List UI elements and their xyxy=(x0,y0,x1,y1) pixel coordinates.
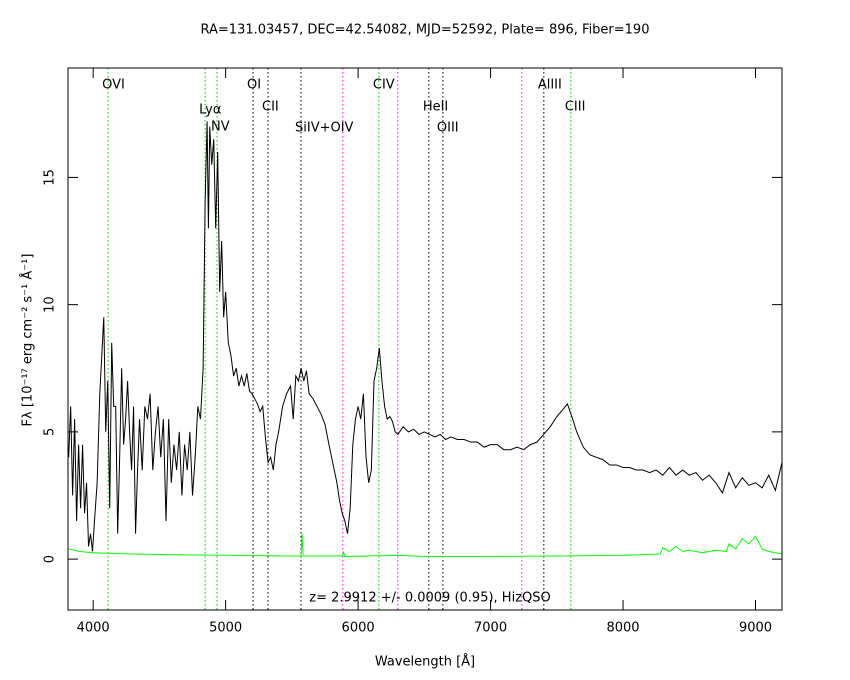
annotation: z= 2.9912 +/- 0.0009 (0.95), HizQSO xyxy=(309,591,550,606)
spectrum-line xyxy=(68,121,782,552)
y-tick-label: 5 xyxy=(43,428,58,436)
line-label: Lyα xyxy=(199,103,221,118)
x-tick-label: 6000 xyxy=(342,621,375,636)
x-tick-label: 9000 xyxy=(739,621,772,636)
line-label: NV xyxy=(211,120,230,135)
spectrum-line xyxy=(68,533,782,558)
line-label: CII xyxy=(262,100,279,115)
line-label: HeII xyxy=(423,100,448,115)
x-tick-label: 8000 xyxy=(606,621,639,636)
x-tick-label: 5000 xyxy=(209,621,242,636)
chart-title: RA=131.03457, DEC=42.54082, MJD=52592, P… xyxy=(201,23,650,38)
line-label: OIII xyxy=(437,121,459,136)
plot-area xyxy=(68,68,782,610)
y-axis-label: Fλ [10⁻¹⁷ erg cm⁻² s⁻¹ Å⁻¹] xyxy=(20,254,36,427)
line-label: AlIII xyxy=(538,78,562,93)
line-label: CIV xyxy=(373,78,395,93)
x-tick-label: 4000 xyxy=(77,621,110,636)
y-tick-label: 0 xyxy=(43,555,58,563)
line-label: OI xyxy=(247,78,261,93)
y-tick-label: 15 xyxy=(43,169,58,186)
x-axis-label: Wavelength [Å] xyxy=(375,654,475,670)
line-label: CIII xyxy=(565,100,586,115)
x-tick-label: 7000 xyxy=(474,621,507,636)
y-tick-label: 10 xyxy=(43,296,58,313)
plot-frame xyxy=(67,67,783,611)
line-label: OVI xyxy=(102,78,125,93)
line-label: SiIV+OIV xyxy=(295,121,354,136)
